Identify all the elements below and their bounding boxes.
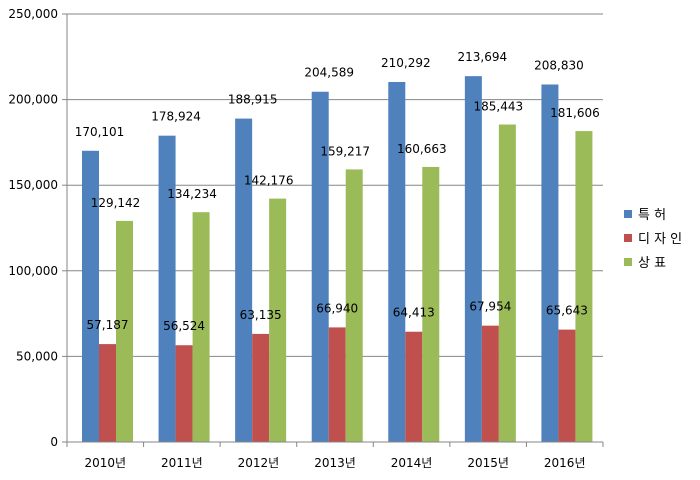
y-tick-label: 250,000 [8,7,58,21]
bar [235,118,253,443]
bar [99,344,116,442]
legend: 특 허디 자 인상 표 [624,208,682,271]
data-label: 181,606 [550,106,600,120]
bar [498,124,516,443]
data-label: 63,135 [240,308,282,322]
bar [158,135,176,442]
x-tick-label: 2014년 [391,456,433,470]
bar [269,198,287,442]
bar [464,76,482,442]
data-label: 185,443 [474,100,524,114]
y-tick-labels: 0 50,000 100,000 150,000 200,000 250,000 [8,7,58,449]
data-label: 67,954 [469,300,511,314]
bars [82,76,593,443]
data-labels: 170,101 178,924 188,915 204,589 210,292 213,6… [75,50,600,333]
bar [481,325,499,442]
bar [328,327,346,442]
bar [345,169,363,442]
legend-label: 디 자 인 [638,232,682,247]
bar [558,329,576,442]
y-tick-label: 150,000 [8,178,58,192]
bar [175,345,193,442]
data-label: 213,694 [458,50,508,64]
data-label: 65,643 [546,304,588,318]
y-tick-label: 50,000 [16,349,58,363]
x-tick-label: 2016년 [544,456,586,470]
bar [575,131,593,443]
legend-swatch [624,234,632,242]
x-tick-label: 2013년 [314,456,356,470]
data-label: 56,524 [163,319,205,333]
data-label: 170,101 [75,125,125,139]
y-tick-label: 0 [50,435,58,449]
data-label: 129,142 [91,196,141,210]
data-label: 160,663 [397,142,447,156]
x-tick-labels: 2010년 2011년 2012년 2013년 2014년 2015년 2016년 [84,456,585,470]
data-label: 57,187 [87,318,129,332]
bar [192,212,210,442]
data-label: 204,589 [304,66,354,80]
data-label: 188,915 [228,93,278,107]
data-label: 159,217 [320,144,370,158]
x-tick-label: 2015년 [467,456,509,470]
data-label: 178,924 [151,110,201,124]
axes [62,13,604,447]
legend-swatch [624,258,632,266]
legend-swatch [624,210,632,218]
bar [116,220,133,442]
x-tick-label: 2010년 [84,456,126,470]
data-label: 64,413 [393,306,435,320]
y-tick-label: 200,000 [8,93,58,107]
x-tick-label: 2012년 [238,456,280,470]
data-label: 66,940 [316,301,358,315]
data-label: 210,292 [381,56,431,70]
bar [422,166,440,442]
bar [82,150,99,442]
bar [388,81,406,442]
x-tick-label: 2011년 [161,456,203,470]
y-tick-label: 100,000 [8,264,58,278]
data-label: 208,830 [534,58,584,72]
data-label: 134,234 [167,187,217,201]
bar [252,333,270,442]
data-label: 142,176 [244,174,294,188]
bar [541,84,559,443]
bar [405,331,423,442]
bar [311,91,329,443]
legend-label: 특 허 [638,208,666,223]
legend-label: 상 표 [638,256,666,271]
